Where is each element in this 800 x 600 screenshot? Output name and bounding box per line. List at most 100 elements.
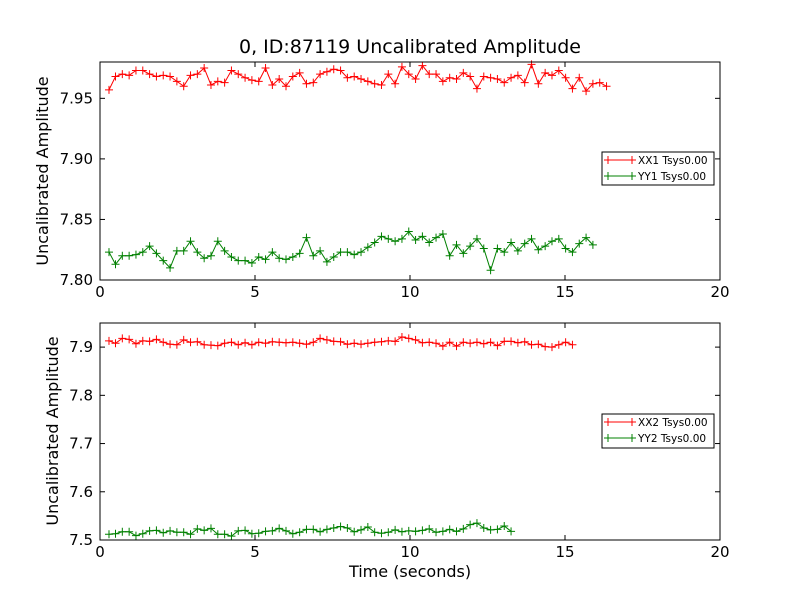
data-point-marker [554,340,563,349]
data-point-marker [186,71,195,80]
data-point-marker [104,85,113,94]
data-point-marker [220,530,229,539]
data-point-marker [261,64,270,73]
data-point-marker [350,339,359,348]
data-point-marker [322,67,331,76]
data-point-marker [111,339,120,348]
data-point-marker [486,525,495,534]
data-point-marker [472,84,481,93]
data-point-marker [329,65,338,74]
data-point-marker [445,525,454,534]
data-point-marker [377,232,386,241]
data-point-marker [220,78,229,87]
data-point-marker [507,527,516,536]
data-point-marker [172,340,181,349]
x-tick-label: 15 [555,283,574,301]
data-point-marker [213,341,222,350]
data-point-marker [452,342,461,351]
data-point-marker [166,526,175,535]
x-tick-label: 5 [250,543,260,561]
data-point-marker [568,248,577,257]
data-point-marker [418,338,427,347]
data-point-marker [268,526,277,535]
legend-label: YY2 Tsys0.00 [637,433,706,445]
data-point-marker [541,68,550,77]
data-point-marker [588,79,597,88]
data-point-marker [227,532,236,541]
data-point-marker [452,240,461,249]
data-point-marker [336,337,345,346]
data-point-marker [261,339,270,348]
data-point-marker [500,78,509,87]
data-point-marker [479,523,488,532]
data-point-marker [152,72,161,81]
data-point-marker [227,66,236,75]
subplot-2: 0 5 10 15 20 7.5 7.6 7.7 7.8 7.9 Uncalibrated Ampl… [43,322,730,561]
legend-label: XX2 Tsys0.00 [638,417,708,429]
data-point-marker [507,337,516,346]
y-tick-label: 7.7 [69,435,93,453]
data-point-marker [282,82,290,91]
data-point-marker [404,70,413,79]
y-tick-label: 7.6 [69,483,93,501]
data-point-marker [322,257,331,266]
data-point-marker [561,73,570,82]
y-tick-label: 7.85 [60,210,93,228]
data-point-marker [391,79,400,88]
data-point-marker [343,248,352,257]
data-point-marker [418,61,427,70]
series-xx2 [104,332,577,352]
data-point-marker [111,260,120,269]
data-point-marker [350,527,359,536]
data-point-marker [452,527,461,536]
data-point-marker [575,239,584,248]
data-point-marker [425,238,434,247]
data-point-marker [111,529,120,538]
subplot-1: 0 5 10 15 20 7.80 7.85 7.90 7.95 Uncalibrated Amp… [33,60,730,301]
data-point-marker [425,524,434,533]
data-point-marker [104,248,113,257]
data-point-marker [391,525,400,534]
data-point-marker [336,66,345,75]
data-point-marker [520,337,529,346]
data-point-marker [166,72,175,81]
x-tick-label: 10 [400,283,419,301]
y-tick-label: 7.8 [69,386,93,404]
data-point-marker [534,245,543,254]
data-point-marker [288,72,297,81]
data-point-marker [425,70,434,79]
data-point-marker [486,73,495,82]
legend-marker [604,418,612,426]
x-tick-label: 20 [710,283,729,301]
data-point-marker [520,78,529,87]
data-point-marker [213,77,222,86]
data-point-marker [438,77,447,86]
data-point-marker [145,526,154,535]
data-point-marker [486,266,495,275]
data-point-marker [125,251,134,260]
data-point-marker [554,66,563,75]
data-point-marker [172,246,181,255]
data-point-marker [193,70,202,79]
data-point-marker [432,528,441,537]
data-point-marker [213,530,222,539]
x-axis-label: Time (seconds) [348,562,471,581]
data-point-marker [261,255,270,264]
y-tick-label: 7.9 [69,338,93,356]
data-point-marker [118,334,127,343]
data-point-marker [125,527,134,536]
data-point-marker [220,246,229,255]
data-point-marker [193,248,202,257]
data-point-marker [527,340,536,349]
data-point-marker [479,72,488,81]
data-point-marker [179,335,188,344]
data-point-marker [145,70,154,79]
data-point-marker [200,340,209,349]
data-point-marker [234,340,243,349]
data-point-marker [404,334,413,343]
data-point-marker [377,337,386,346]
data-point-marker [425,338,434,347]
data-point-marker [336,522,345,531]
legend: XX1 Tsys0.00 YY1 Tsys0.00 [601,151,715,186]
data-point-marker [247,259,256,268]
